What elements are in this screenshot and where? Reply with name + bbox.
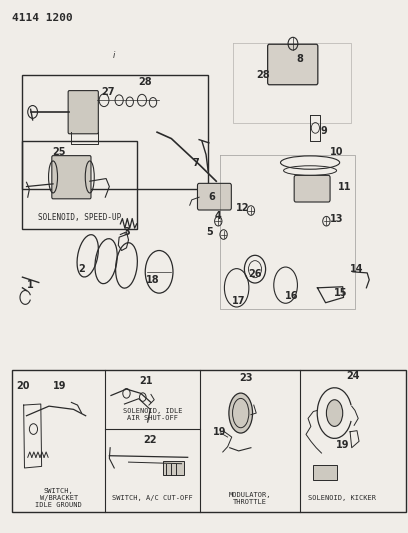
Text: 2: 2	[78, 264, 85, 274]
Text: 5: 5	[207, 227, 213, 237]
Text: 15: 15	[334, 288, 348, 298]
Text: 21: 21	[139, 376, 153, 386]
Text: 26: 26	[248, 270, 262, 279]
Text: 17: 17	[232, 296, 246, 306]
Text: 28: 28	[138, 77, 152, 86]
Ellipse shape	[229, 393, 253, 433]
Text: 27: 27	[101, 87, 115, 97]
Text: 14: 14	[350, 264, 364, 274]
Text: 4: 4	[215, 211, 222, 221]
Bar	[22, 75, 208, 189]
Text: 16: 16	[285, 291, 299, 301]
Bar	[313, 465, 337, 480]
Text: SWITCH,
W/BRACKET
IDLE GROUND: SWITCH, W/BRACKET IDLE GROUND	[35, 488, 82, 508]
Text: 20: 20	[16, 382, 30, 391]
Text: 13: 13	[330, 214, 344, 223]
Ellipse shape	[326, 400, 343, 426]
Text: SOLENOID, IDLE
AIR SHUT-OFF: SOLENOID, IDLE AIR SHUT-OFF	[123, 408, 182, 421]
Text: 8: 8	[297, 54, 303, 63]
Text: 23: 23	[239, 374, 253, 383]
Text: 28: 28	[256, 70, 270, 79]
FancyBboxPatch shape	[52, 156, 91, 199]
FancyBboxPatch shape	[294, 175, 330, 202]
Bar	[22, 141, 137, 229]
Text: 4114 1200: 4114 1200	[12, 13, 73, 23]
Text: 22: 22	[143, 435, 157, 445]
Text: 11: 11	[338, 182, 352, 191]
Text: 24: 24	[346, 371, 360, 381]
FancyBboxPatch shape	[197, 183, 231, 210]
Text: i: i	[113, 52, 115, 60]
Text: 7: 7	[193, 158, 199, 167]
Bar	[12, 370, 406, 512]
Text: SOLENOID, KICKER: SOLENOID, KICKER	[308, 495, 376, 502]
Text: 6: 6	[209, 192, 215, 202]
Text: SOLENOID, SPEED-UP: SOLENOID, SPEED-UP	[38, 213, 121, 222]
Text: MODULATOR,
THROTTLE: MODULATOR, THROTTLE	[228, 492, 271, 505]
Text: 19: 19	[213, 427, 226, 437]
Text: 19: 19	[53, 382, 67, 391]
FancyBboxPatch shape	[268, 44, 318, 85]
Text: 19: 19	[336, 440, 350, 450]
Text: 10: 10	[330, 147, 344, 157]
Text: 1: 1	[27, 280, 34, 290]
Text: SWITCH, A/C CUT-OFF: SWITCH, A/C CUT-OFF	[112, 495, 193, 502]
Text: 25: 25	[52, 147, 66, 157]
FancyBboxPatch shape	[68, 91, 98, 134]
Text: 18: 18	[146, 275, 160, 285]
Bar	[163, 461, 184, 475]
Text: 3: 3	[123, 227, 130, 237]
Text: 12: 12	[236, 203, 250, 213]
Text: 9: 9	[321, 126, 328, 135]
